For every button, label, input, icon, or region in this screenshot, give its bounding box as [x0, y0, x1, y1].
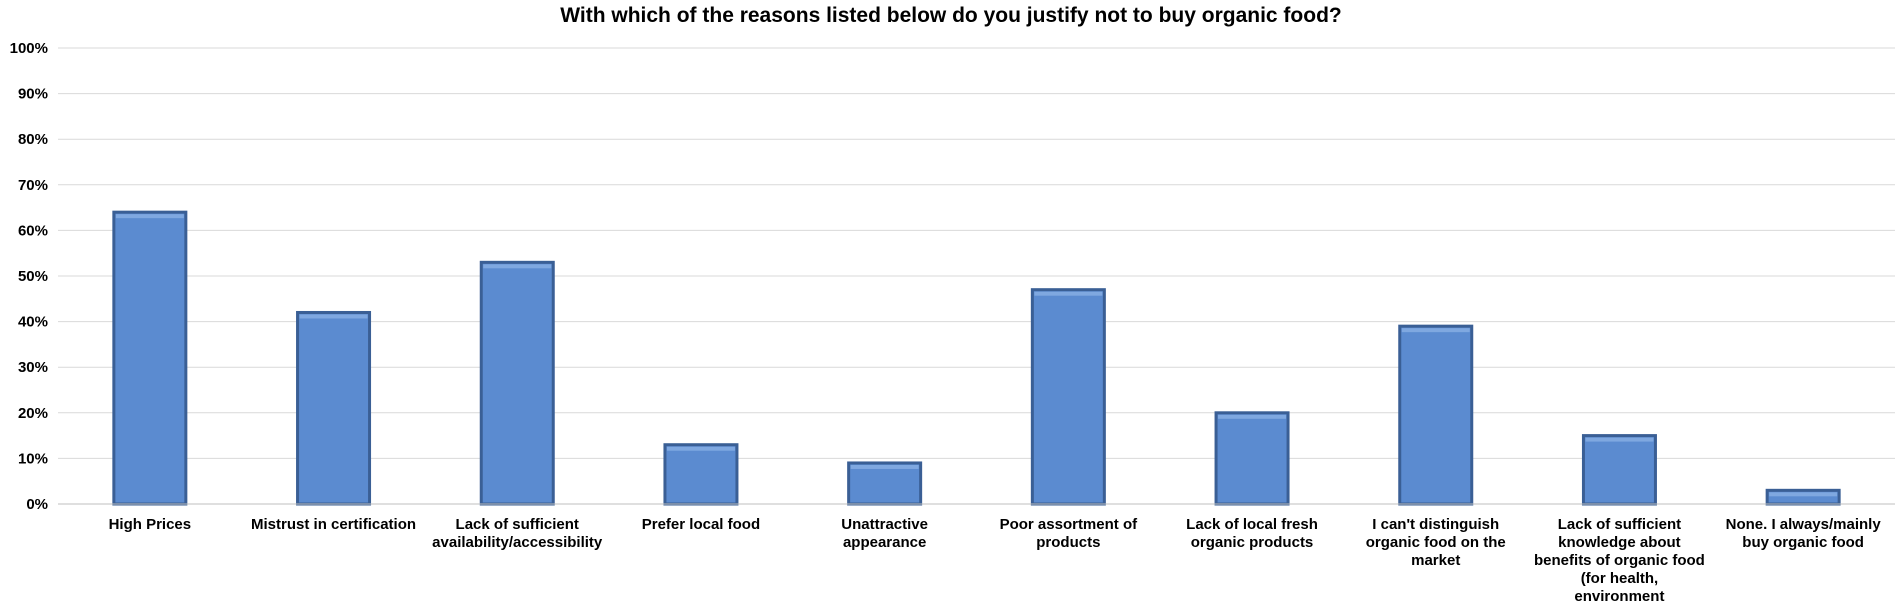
bar-top-highlight	[850, 464, 919, 469]
bar	[663, 443, 739, 506]
bar-body	[296, 310, 372, 506]
chart-title: With which of the reasons listed below d…	[560, 4, 1342, 27]
y-tick-label: 70%	[18, 177, 48, 194]
bar	[112, 210, 188, 506]
bar-body	[112, 210, 188, 506]
bar	[296, 310, 372, 506]
bar-top-highlight	[1034, 291, 1103, 296]
y-tick-label: 100%	[10, 40, 48, 57]
bar	[1765, 488, 1841, 506]
bar-body	[847, 461, 923, 506]
bar-body	[1581, 434, 1657, 506]
bar	[1581, 434, 1657, 506]
bar-top-highlight	[1401, 328, 1470, 333]
y-tick-label: 30%	[18, 359, 48, 376]
bar	[1030, 288, 1106, 506]
x-category-label: Lack of sufficient availability/accessib…	[432, 516, 603, 551]
y-tick-label: 20%	[18, 405, 48, 422]
y-tick-label: 50%	[18, 268, 48, 285]
bars	[112, 210, 1841, 506]
y-axis-ticks: 0% 10% 20% 30% 40% 50% 60% 70% 80% 90% 100%	[10, 40, 48, 513]
x-category-label: Poor assortment of products	[999, 516, 1138, 551]
bar-body	[1030, 288, 1106, 506]
bar-top-highlight	[1769, 492, 1838, 497]
y-tick-label: 40%	[18, 314, 48, 331]
y-tick-label: 10%	[18, 450, 48, 467]
x-category-label: Mistrust in certification	[251, 516, 417, 533]
bar-top-highlight	[1218, 414, 1287, 419]
gridlines	[58, 47, 1895, 459]
x-category-label: None. I always/mainly buy organic food	[1725, 516, 1881, 551]
bar-top-highlight	[1585, 437, 1654, 442]
bar-top-highlight	[483, 264, 552, 269]
bar	[479, 260, 555, 506]
x-category-label: Lack of sufficient knowledge about benef…	[1534, 516, 1705, 605]
bar-top-highlight	[115, 214, 184, 219]
bar-top-highlight	[666, 446, 735, 451]
x-category-label: Prefer local food	[641, 516, 761, 533]
bar	[1214, 411, 1290, 506]
x-category-label: High Prices	[108, 516, 192, 533]
y-tick-label: 60%	[18, 222, 48, 239]
bar-body	[663, 443, 739, 506]
bar-top-highlight	[299, 314, 368, 319]
y-tick-label: 0%	[26, 496, 48, 513]
bar-body	[479, 260, 555, 506]
y-tick-label: 80%	[18, 131, 48, 148]
x-category-label: Lack of local fresh organic products	[1186, 516, 1318, 551]
bar	[1398, 324, 1474, 506]
bar-body	[1214, 411, 1290, 506]
bar-body	[1398, 324, 1474, 506]
y-tick-label: 90%	[18, 86, 48, 103]
x-category-label: Unattractive appearance	[841, 516, 928, 551]
x-category-label: I can't distinguish organic food on the …	[1365, 516, 1506, 569]
bar	[847, 461, 923, 506]
